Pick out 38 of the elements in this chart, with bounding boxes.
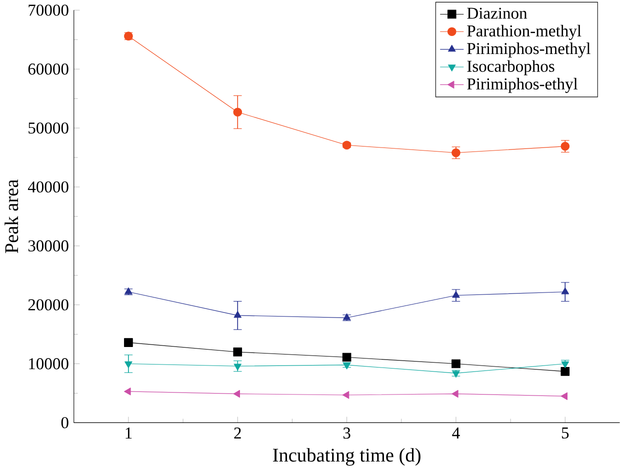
y-tick-label: 20000	[28, 299, 68, 310]
point	[452, 359, 460, 368]
x-tick-label: 3	[343, 427, 350, 439]
legend-label: Parathion-methyl	[467, 24, 582, 40]
point	[342, 362, 351, 370]
point	[561, 287, 569, 294]
x-axis-title: Incubating time (d)	[273, 448, 420, 466]
point	[234, 364, 242, 370]
point	[560, 366, 570, 376]
x-tick-label: 5	[562, 427, 569, 438]
legend-label: Pirimiphos-ethyl	[467, 78, 578, 93]
y-tick-label: 70000	[28, 4, 68, 16]
x-tick-label: 1	[126, 427, 132, 438]
point	[124, 387, 131, 396]
point	[342, 390, 350, 399]
legend-label: Pirimiphos-methyl	[467, 42, 590, 58]
y-tick-label: 60000	[28, 63, 68, 75]
x-tick-label: 4	[452, 427, 460, 438]
y-tick-label: 30000	[28, 240, 68, 252]
point	[233, 390, 240, 398]
point	[452, 148, 460, 158]
y-tick-label: 40000	[28, 181, 68, 192]
point	[452, 390, 458, 398]
legend-label: Diazinon	[467, 8, 528, 19]
y-axis-title: Peak area	[4, 179, 18, 253]
legend-label: Isocarbophos	[467, 60, 554, 76]
point	[234, 310, 242, 318]
y-tick-label: 0	[61, 416, 68, 428]
point	[233, 108, 242, 116]
y-tick-label: 50000	[28, 122, 68, 134]
point	[452, 290, 460, 298]
y-tick-label: 10000	[29, 358, 68, 370]
point	[560, 392, 568, 400]
point	[233, 347, 242, 356]
point	[124, 338, 133, 347]
point	[124, 361, 132, 368]
point	[342, 352, 352, 362]
x-tick-label: 2	[234, 427, 241, 438]
